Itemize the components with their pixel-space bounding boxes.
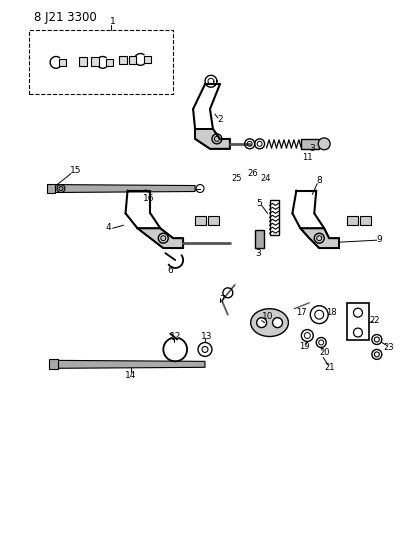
Bar <box>347 216 358 225</box>
Bar <box>301 139 319 149</box>
Polygon shape <box>53 184 195 192</box>
Bar <box>79 58 87 67</box>
Text: 15: 15 <box>70 166 82 175</box>
Text: 10: 10 <box>262 312 273 321</box>
Text: 4: 4 <box>106 223 111 232</box>
Text: 26: 26 <box>247 169 258 178</box>
Polygon shape <box>300 228 339 248</box>
Text: 8 J21 3300: 8 J21 3300 <box>34 11 97 24</box>
Circle shape <box>256 318 267 328</box>
Polygon shape <box>56 360 205 368</box>
Bar <box>270 200 279 235</box>
Text: 5: 5 <box>257 199 263 208</box>
Text: 7: 7 <box>219 295 225 304</box>
Text: 1: 1 <box>110 17 115 26</box>
Circle shape <box>318 138 330 150</box>
Bar <box>255 230 263 248</box>
Bar <box>47 183 55 193</box>
Bar <box>91 58 99 67</box>
Text: 20: 20 <box>319 348 330 357</box>
Text: 2: 2 <box>217 116 223 125</box>
Text: 6: 6 <box>167 266 173 276</box>
Text: 3: 3 <box>256 248 261 257</box>
Text: 21: 21 <box>324 363 335 372</box>
Bar <box>347 303 369 341</box>
Text: 3: 3 <box>309 144 315 154</box>
Text: 8: 8 <box>316 176 322 185</box>
Text: 19: 19 <box>299 342 309 351</box>
Text: 24: 24 <box>260 174 271 183</box>
Circle shape <box>272 318 282 328</box>
Text: 22: 22 <box>369 316 380 325</box>
Bar <box>360 216 371 225</box>
Text: 17: 17 <box>296 308 307 317</box>
Bar <box>60 59 66 66</box>
Bar <box>208 216 219 225</box>
Bar <box>119 56 127 64</box>
Ellipse shape <box>251 309 289 336</box>
Text: 23: 23 <box>383 343 394 352</box>
Bar <box>195 216 206 225</box>
Bar <box>129 56 136 64</box>
Text: 16: 16 <box>143 194 154 203</box>
Bar <box>106 59 113 66</box>
Polygon shape <box>137 228 183 248</box>
Bar <box>29 30 173 94</box>
Bar <box>144 56 150 63</box>
Bar <box>49 359 58 369</box>
Polygon shape <box>195 129 230 149</box>
Text: 12: 12 <box>169 332 181 341</box>
Text: 11: 11 <box>302 154 312 162</box>
Text: 13: 13 <box>201 332 213 341</box>
Text: 14: 14 <box>125 371 136 379</box>
Text: 18: 18 <box>326 308 337 317</box>
Text: 9: 9 <box>376 235 382 244</box>
Text: 25: 25 <box>231 174 242 183</box>
